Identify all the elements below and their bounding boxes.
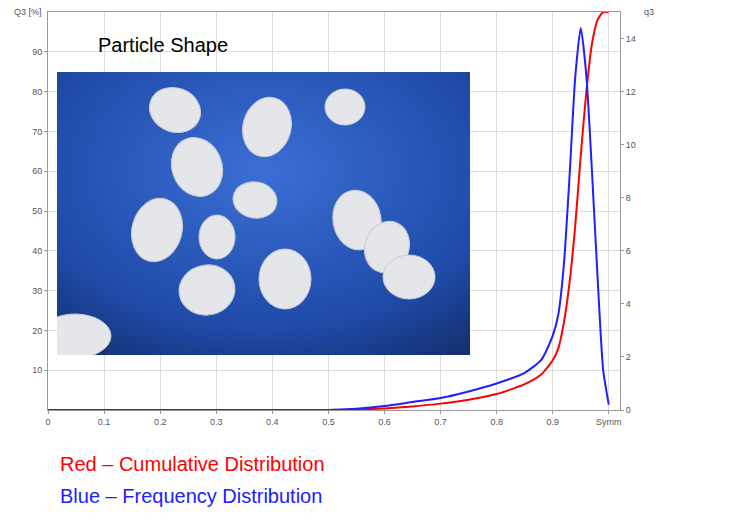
svg-text:80: 80 xyxy=(32,87,42,97)
svg-text:30: 30 xyxy=(32,286,42,296)
html-text:Particle Shape: Particle Shape xyxy=(98,34,229,56)
svg-text:0.3: 0.3 xyxy=(210,417,223,427)
svg-text:40: 40 xyxy=(32,246,42,256)
svg-text:2: 2 xyxy=(626,352,631,362)
svg-text:4: 4 xyxy=(626,299,631,309)
svg-text:70: 70 xyxy=(32,127,42,137)
svg-text:q3: q3 xyxy=(644,7,654,17)
svg-text:0: 0 xyxy=(626,405,631,415)
svg-text:20: 20 xyxy=(32,326,42,336)
svg-text:0.2: 0.2 xyxy=(154,417,167,427)
html-text:Red – Cumulative Distribution: Red – Cumulative Distribution xyxy=(60,453,325,475)
html-text:Blue – Frequency Distribution: Blue – Frequency Distribution xyxy=(60,485,323,507)
svg-text:60: 60 xyxy=(32,166,42,176)
svg-text:0.6: 0.6 xyxy=(378,417,391,427)
svg-text:50: 50 xyxy=(32,206,42,216)
svg-text:8: 8 xyxy=(626,193,631,203)
svg-text:10: 10 xyxy=(626,140,636,150)
svg-text:Q3 [%]: Q3 [%] xyxy=(14,7,42,17)
svg-text:0.5: 0.5 xyxy=(322,417,335,427)
svg-text:0.9: 0.9 xyxy=(546,417,559,427)
svg-text:12: 12 xyxy=(626,87,636,97)
svg-text:Symm: Symm xyxy=(596,417,622,427)
svg-text:90: 90 xyxy=(32,47,42,57)
svg-text:14: 14 xyxy=(626,34,636,44)
svg-text:0.7: 0.7 xyxy=(434,417,447,427)
svg-text:10: 10 xyxy=(32,365,42,375)
svg-text:0.1: 0.1 xyxy=(98,417,111,427)
svg-text:0: 0 xyxy=(45,417,50,427)
svg-text:0.8: 0.8 xyxy=(490,417,503,427)
svg-text:6: 6 xyxy=(626,246,631,256)
svg-text:0.4: 0.4 xyxy=(266,417,279,427)
